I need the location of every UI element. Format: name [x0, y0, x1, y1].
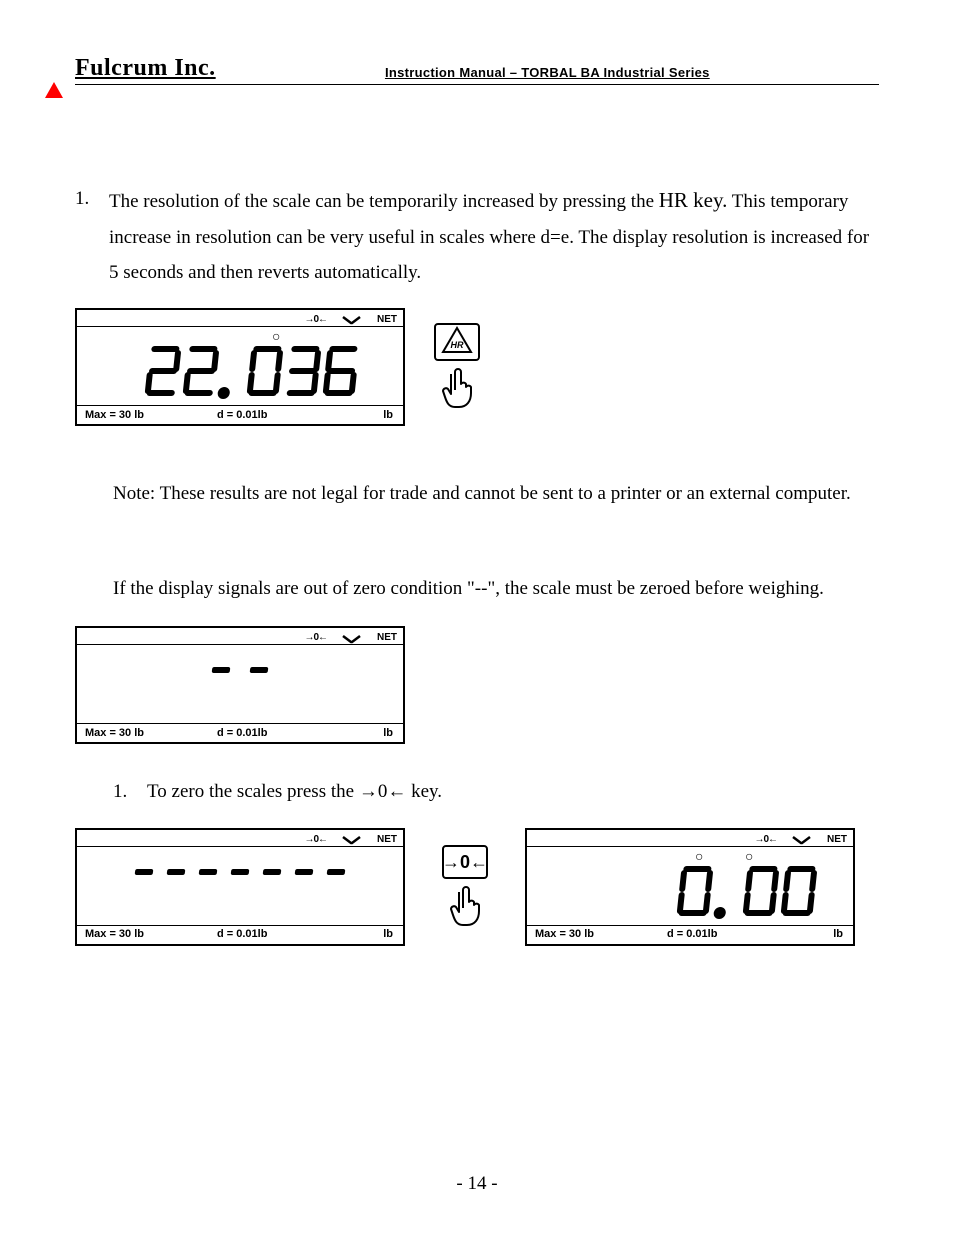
max-label: Max = 30 lb — [85, 723, 144, 743]
lcd-bottom-strip: Max = 30 lb d = 0.01lb lb — [77, 926, 403, 944]
list-number: 1. — [113, 774, 135, 809]
lcd-display: →0← NET ○ — [75, 308, 405, 426]
stable-indicator-icon — [791, 835, 813, 845]
list-item: 1. To zero the scales press the →0← key. — [113, 774, 879, 809]
figure-row: →0← NET ○ — [75, 308, 879, 426]
up-arrow-icon — [45, 82, 63, 98]
hand-pointer-icon — [445, 886, 485, 930]
dash-readout — [77, 667, 403, 695]
lcd-main — [77, 645, 403, 724]
annunciator-icon: ○ — [745, 851, 755, 861]
note-text: Note: These results are not legal for tr… — [113, 476, 879, 511]
seven-segment-readout — [133, 343, 393, 399]
zero-key-text: →0← — [359, 781, 407, 802]
key-press-figure: →0← — [441, 844, 489, 930]
lcd-bottom-strip: Max = 30 lb d = 0.01lb lb — [77, 724, 403, 742]
d-label: d = 0.01lb — [217, 405, 267, 425]
paragraph: The resolution of the scale can be tempo… — [109, 181, 879, 290]
unit-label: lb — [383, 405, 393, 425]
annunciator-icon: ○ — [272, 331, 282, 341]
zero-key-icon: →0← — [441, 844, 489, 880]
dash-readout — [77, 869, 403, 897]
paragraph: If the display signals are out of zero c… — [113, 571, 879, 606]
figure-row: →0← NET Max = 30 lb d = 0.01lb lb — [75, 828, 879, 946]
max-label: Max = 30 lb — [85, 924, 144, 944]
page: Fulcrum Inc. Instruction Manual – TORBAL… — [0, 0, 954, 1235]
page-content: 1. The resolution of the scale can be te… — [75, 91, 879, 946]
seven-segment-readout — [663, 863, 843, 919]
manual-title: Instruction Manual – TORBAL BA Industria… — [216, 65, 879, 82]
d-label: d = 0.01lb — [217, 723, 267, 743]
lcd-display: →0← NET Max = 30 lb d = 0.01lb lb — [75, 828, 405, 946]
lcd-bottom-strip: Max = 30 lb d = 0.01lb lb — [527, 926, 853, 944]
list-item: 1. The resolution of the scale can be te… — [75, 181, 879, 290]
list-number: 1. — [75, 181, 97, 290]
unit-label: lb — [383, 924, 393, 944]
d-label: d = 0.01lb — [217, 924, 267, 944]
stable-indicator-icon — [341, 634, 363, 644]
hr-key-text: HR key. — [659, 188, 728, 212]
lcd-bottom-strip: Max = 30 lb d = 0.01lb lb — [77, 406, 403, 424]
stable-indicator-icon — [341, 315, 363, 325]
page-header: Fulcrum Inc. Instruction Manual – TORBAL… — [75, 55, 879, 85]
svg-text:→0←: →0← — [442, 852, 488, 872]
lcd-display: →0← NET Max = 30 lb d = 0.01lb lb — [75, 626, 405, 744]
lcd-top-strip: →0← NET — [77, 310, 403, 327]
lcd-display: →0← NET ○ ○ — [525, 828, 855, 946]
lcd-top-strip: →0← NET — [527, 830, 853, 847]
hr-key-icon: HR — [433, 322, 481, 362]
lcd-main: ○ — [77, 327, 403, 406]
max-label: Max = 30 lb — [535, 924, 594, 944]
lcd-top-strip: →0← NET — [77, 830, 403, 847]
stable-indicator-icon — [341, 835, 363, 845]
annunciator-icon: ○ — [695, 851, 705, 861]
page-number: - 14 - — [0, 1173, 954, 1195]
key-press-figure: HR — [433, 322, 481, 412]
unit-label: lb — [833, 924, 843, 944]
lcd-main: ○ ○ — [527, 847, 853, 926]
hand-pointer-icon — [437, 368, 477, 412]
lcd-main — [77, 847, 403, 926]
figure-row: →0← NET Max = 30 lb d = 0.01lb lb — [75, 626, 879, 744]
d-label: d = 0.01lb — [667, 924, 717, 944]
brand-name: Fulcrum Inc. — [75, 55, 216, 82]
paragraph: To zero the scales press the →0← key. — [147, 774, 879, 809]
max-label: Max = 30 lb — [85, 405, 144, 425]
svg-text:HR: HR — [451, 340, 464, 350]
unit-label: lb — [383, 723, 393, 743]
lcd-top-strip: →0← NET — [77, 628, 403, 645]
